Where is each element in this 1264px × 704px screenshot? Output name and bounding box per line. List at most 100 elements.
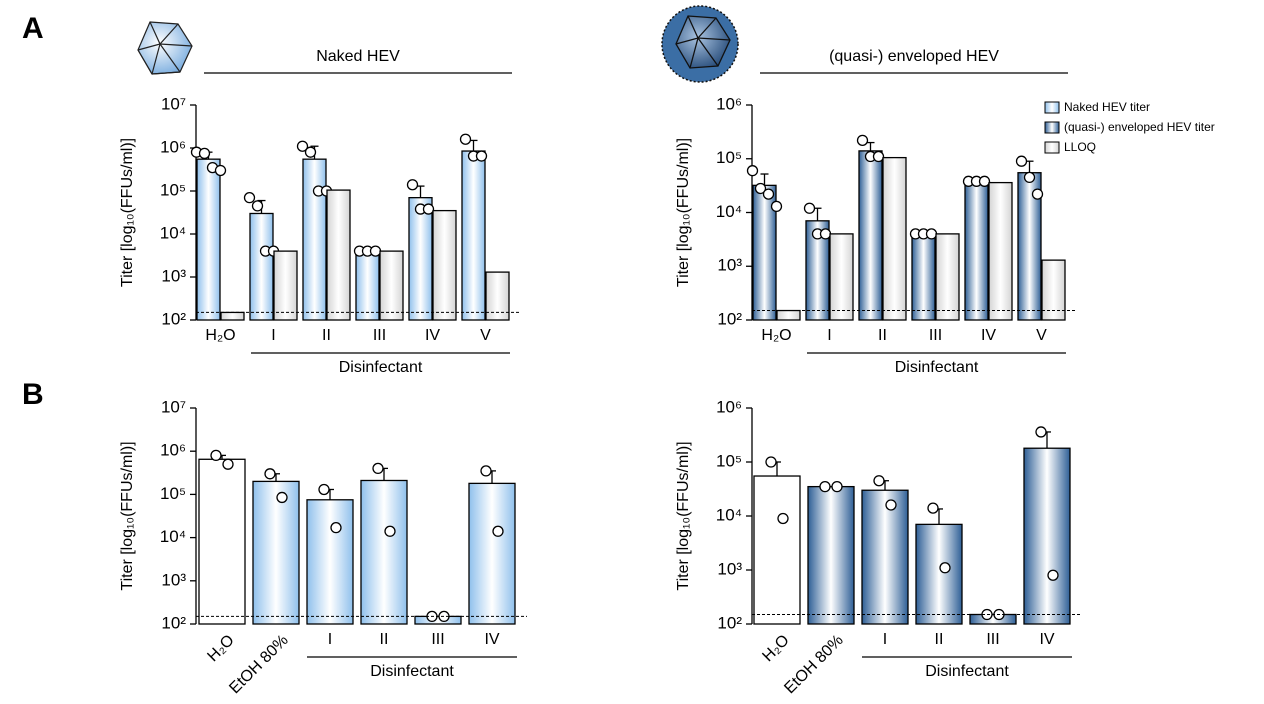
bar [327,190,350,320]
x-tick-label: V [480,327,491,344]
data-point [766,457,776,467]
x-tick-label: II [322,327,331,344]
y-tick-label: 10⁴ [716,202,742,221]
data-point [980,176,990,186]
enveloped-icon [662,6,738,82]
legend-label: Naked HEV titer [1064,100,1150,114]
x-tick-label: IV [1039,631,1054,648]
x-tick-label: I [328,631,332,648]
bar [859,151,882,320]
data-point [940,563,950,573]
chart-title: (quasi-) enveloped HEV [829,48,999,65]
data-point [1033,189,1043,199]
y-tick-label: 10⁶ [160,441,186,460]
data-point [821,229,831,239]
x-tick-label: H₂O [204,632,237,665]
data-point [373,463,383,473]
y-tick-label: 10² [717,309,742,328]
x-tick-label: III [929,327,942,344]
data-point [1048,570,1058,580]
bar [253,481,299,624]
x-tick-label: EtOH 80% [781,632,846,697]
data-point [778,513,788,523]
x-tick-label: III [373,327,386,344]
data-point [927,229,937,239]
data-point [748,166,758,176]
x-tick-label: IV [484,631,499,648]
bar [274,251,297,320]
data-point [319,484,329,494]
error-bar [867,143,875,151]
naked-icon [138,22,192,74]
y-axis-label: Titer [log₁₀(FFUs/ml)] [675,441,692,590]
data-point [216,165,226,175]
x-tick-label: H₂O [205,327,235,344]
legend-swatch [1045,122,1059,133]
y-tick-label: 10⁵ [716,148,742,167]
data-point [223,459,233,469]
y-tick-label: 10⁴ [160,527,186,546]
bar [862,490,908,624]
y-tick-label: 10⁴ [716,505,742,524]
x-tick-label: I [883,631,887,648]
bar [777,311,800,320]
error-bar [470,140,478,151]
data-point [461,134,471,144]
y-tick-label: 10⁶ [716,397,742,416]
y-tick-label: 10³ [161,266,186,285]
y-tick-label: 10³ [161,570,186,589]
bar [916,524,962,624]
x-tick-label: V [1036,327,1047,344]
data-point [245,193,255,203]
bar [965,181,988,320]
data-point [331,523,341,533]
group-label: Disinfectant [370,663,454,680]
bar [415,616,461,624]
data-point [1025,172,1035,182]
x-tick-label: H₂O [759,632,792,665]
bar [830,234,853,320]
data-point [408,180,418,190]
data-point [253,201,263,211]
y-tick-label: 10⁷ [161,397,186,416]
bar [970,614,1016,624]
bar [197,159,220,320]
panel-label: A [22,12,44,45]
data-point [306,147,316,157]
x-tick-label: H₂O [761,327,791,344]
x-tick-label: III [986,631,999,648]
data-point [385,526,395,536]
bar [1024,448,1070,624]
x-tick-label: I [271,327,275,344]
y-tick-label: 10⁷ [161,94,186,113]
y-axis-label: Titer [log₁₀(FFUs/ml)] [119,441,136,590]
data-point [858,135,868,145]
x-tick-label: II [878,327,887,344]
x-tick-label: II [380,631,389,648]
bar [808,487,854,624]
bar [754,476,800,624]
data-point [832,482,842,492]
y-tick-label: 10³ [717,559,742,578]
data-point [1017,156,1027,166]
bar [250,213,273,320]
group-label: Disinfectant [925,663,1009,680]
bar [303,159,326,320]
x-tick-label: IV [425,327,440,344]
data-point [211,450,221,460]
y-tick-label: 10² [717,613,742,632]
y-tick-label: 10⁵ [160,484,186,503]
data-point [1036,427,1046,437]
group-label: Disinfectant [895,359,979,376]
data-point [805,203,815,213]
y-tick-label: 10⁵ [716,451,742,470]
y-tick-label: 10⁶ [160,137,186,156]
legend-swatch [1045,142,1059,153]
y-tick-label: 10⁴ [160,223,186,242]
legend-label: (quasi-) enveloped HEV titer [1064,120,1215,134]
data-point [493,526,503,536]
x-tick-label: I [827,327,831,344]
bar [912,234,935,320]
data-point [481,466,491,476]
x-tick-label: IV [981,327,996,344]
